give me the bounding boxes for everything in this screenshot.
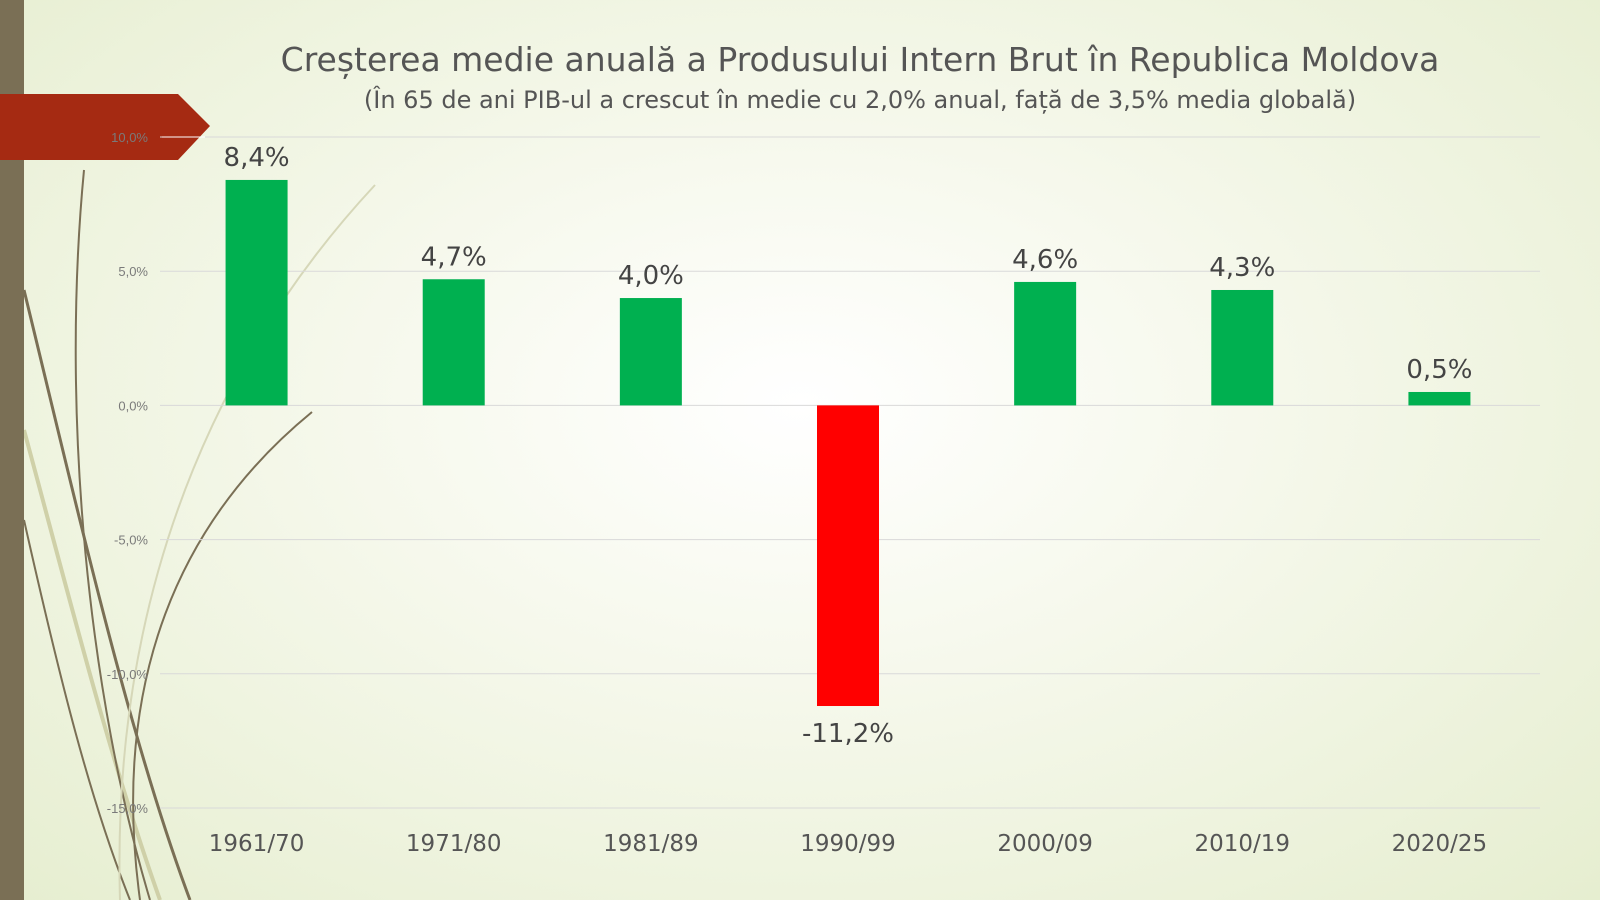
data-label: 4,3% xyxy=(1209,253,1275,283)
x-tick-label: 2020/25 xyxy=(1392,831,1488,857)
y-tick-label: 0,0% xyxy=(118,398,148,413)
data-label: 8,4% xyxy=(224,143,290,173)
x-tick-label: 1971/80 xyxy=(406,831,502,857)
data-label: 4,0% xyxy=(618,261,684,291)
swirl-line xyxy=(23,519,131,900)
bar xyxy=(1408,391,1471,406)
y-tick-label: -10,0% xyxy=(107,667,149,682)
bar xyxy=(1211,289,1274,406)
data-label: 0,5% xyxy=(1406,355,1472,385)
bar xyxy=(619,298,682,406)
bar xyxy=(1014,281,1077,406)
data-label: -11,2% xyxy=(802,719,894,749)
swirl-line xyxy=(74,169,151,900)
x-tick-label: 2000/09 xyxy=(997,831,1093,857)
x-tick-label: 1961/70 xyxy=(209,831,305,857)
chart-subtitle: (În 65 de ani PIB-ul a crescut în medie … xyxy=(363,86,1357,114)
chart-title: Creșterea medie anuală a Produsului Inte… xyxy=(280,40,1440,79)
swirl-line xyxy=(22,429,162,900)
y-tick-label: 5,0% xyxy=(118,264,148,279)
y-tick-label: -15,0% xyxy=(107,801,149,816)
data-label: 4,6% xyxy=(1012,245,1078,275)
bar xyxy=(422,279,485,406)
swirl-line xyxy=(118,184,376,900)
y-tick-label: -5,0% xyxy=(114,533,148,548)
swirl-line xyxy=(22,289,192,900)
bar xyxy=(225,179,288,406)
x-tick-label: 2010/19 xyxy=(1195,831,1291,857)
swirl-line xyxy=(132,411,313,900)
arrow-banner xyxy=(0,94,210,160)
x-tick-label: 1981/89 xyxy=(603,831,699,857)
x-tick-label: 1990/99 xyxy=(800,831,896,857)
y-tick-label: 10,0% xyxy=(111,130,148,145)
bar xyxy=(817,405,879,707)
data-label: 4,7% xyxy=(421,242,487,272)
